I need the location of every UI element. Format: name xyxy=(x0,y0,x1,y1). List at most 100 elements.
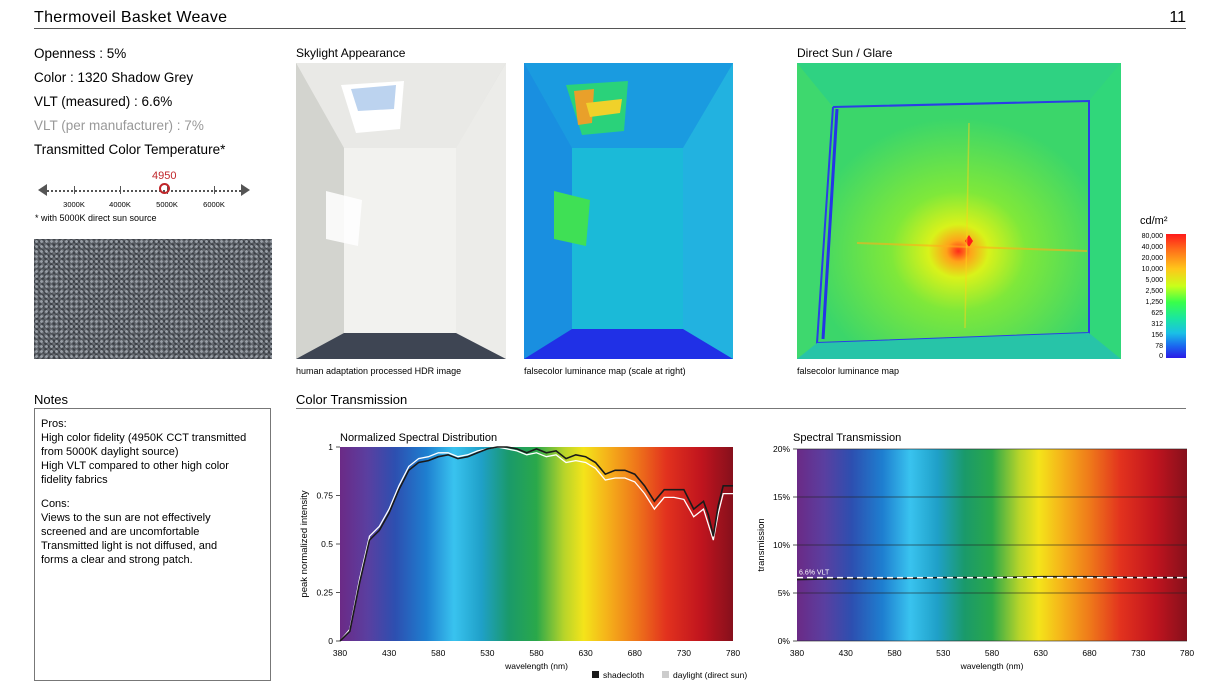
cct-title: Transmitted Color Temperature* xyxy=(34,142,226,157)
spectrum-background xyxy=(340,447,733,641)
hdr-image-caption: human adaptation processed HDR image xyxy=(296,366,462,376)
x-tick-label: 580 xyxy=(887,648,901,658)
cct-tick-label: 5000K xyxy=(156,200,178,209)
y-tick-label: 15% xyxy=(773,492,790,502)
color-transmission-title: Color Transmission xyxy=(296,392,408,407)
legend-swatch xyxy=(592,671,599,678)
legend-label: daylight (direct sun) xyxy=(673,670,747,680)
luminance-label: 2,500 xyxy=(1145,288,1163,295)
luminance-label: 625 xyxy=(1151,310,1163,317)
x-tick-label: 780 xyxy=(726,648,740,658)
x-tick-label: 380 xyxy=(790,648,804,658)
y-tick-label: 5% xyxy=(778,588,791,598)
legend-label: shadecloth xyxy=(603,670,644,680)
chart-title: Spectral Transmission xyxy=(793,432,901,444)
cct-footnote: * with 5000K direct sun source xyxy=(35,213,157,223)
cct-tick xyxy=(120,186,121,194)
notes-box: Pros: High color fidelity (4950K CCT tra… xyxy=(34,408,271,681)
luminance-unit: cd/m² xyxy=(1140,215,1168,227)
y-axis-label: transmission xyxy=(756,518,767,571)
y-tick-label: 1 xyxy=(328,442,333,452)
series-line xyxy=(339,446,733,642)
x-tick-label: 380 xyxy=(333,648,347,658)
fabric-swatch-image xyxy=(34,239,272,359)
luminance-label: 156 xyxy=(1151,332,1163,339)
x-tick-label: 680 xyxy=(1082,648,1096,658)
luminance-label: 20,000 xyxy=(1141,255,1163,262)
page-title: Thermoveil Basket Weave xyxy=(34,9,228,26)
falsecolor-directsun-caption: falsecolor luminance map xyxy=(797,366,900,376)
header-divider xyxy=(34,28,1186,29)
cct-marker-icon xyxy=(159,183,170,194)
series-line xyxy=(339,446,733,642)
vlt-measured-text: VLT (measured) : 6.6% xyxy=(34,94,173,109)
y-tick-label: 0 xyxy=(328,636,333,646)
vlt-manufacturer-text: VLT (per manufacturer) : 7% xyxy=(34,118,204,133)
chart-title: Normalized Spectral Distribution xyxy=(340,432,497,444)
cons-line: forms a clear and strong patch. xyxy=(41,554,193,566)
x-tick-label: 430 xyxy=(839,648,853,658)
x-axis-label: wavelength (nm) xyxy=(960,661,1024,671)
skylight-title: Skylight Appearance xyxy=(296,46,406,60)
x-tick-label: 730 xyxy=(1131,648,1145,658)
falsecolor-skylight-caption: falsecolor luminance map (scale at right… xyxy=(524,366,686,376)
falsecolor-directsun-image xyxy=(797,63,1121,359)
x-tick-label: 530 xyxy=(480,648,494,658)
x-tick-label: 780 xyxy=(1180,648,1194,658)
directsun-title: Direct Sun / Glare xyxy=(797,46,893,60)
cct-tick xyxy=(74,186,75,194)
luminance-label: 40,000 xyxy=(1141,244,1163,251)
openness-text: Openness : 5% xyxy=(34,46,127,61)
page-number: 11 xyxy=(1169,9,1186,26)
luminance-label: 80,000 xyxy=(1141,233,1163,240)
x-tick-label: 680 xyxy=(628,648,642,658)
y-tick-label: 0.5 xyxy=(321,539,333,549)
notes-title: Notes xyxy=(34,392,68,407)
y-axis-label: peak normalized intensity xyxy=(299,490,310,597)
falsecolor-skylight-image xyxy=(524,63,733,359)
x-tick-label: 580 xyxy=(985,648,999,658)
luminance-label: 312 xyxy=(1151,321,1163,328)
cct-tick-label: 4000K xyxy=(109,200,131,209)
x-tick-label: 530 xyxy=(936,648,950,658)
pros-line: High VLT compared to other high color xyxy=(41,460,229,472)
arrow-left-icon xyxy=(38,184,47,196)
luminance-label: 78 xyxy=(1155,343,1163,350)
cct-marker-value: 4950 xyxy=(152,170,177,182)
pros-line: from 5000K daylight source) xyxy=(41,446,179,458)
legend-swatch xyxy=(662,671,669,678)
luminance-label: 10,000 xyxy=(1141,266,1163,273)
y-tick-label: 0.25 xyxy=(316,588,333,598)
y-tick-label: 0% xyxy=(778,636,791,646)
cons-line: Views to the sun are not effectively xyxy=(41,512,211,524)
x-tick-label: 730 xyxy=(677,648,691,658)
cons-label: Cons: xyxy=(41,498,70,510)
pros-label: Pros: xyxy=(41,418,67,430)
cons-line: Transmitted light is not diffused, and xyxy=(41,540,218,552)
y-tick-label: 10% xyxy=(773,540,790,550)
color-text: Color : 1320 Shadow Grey xyxy=(34,70,194,85)
cct-tick-label: 3000K xyxy=(63,200,85,209)
luminance-label: 5,000 xyxy=(1145,277,1163,284)
y-tick-label: 0.75 xyxy=(316,491,333,501)
y-tick-label: 20% xyxy=(773,444,790,454)
reference-line-label: 6.6% VLT xyxy=(799,570,830,577)
arrow-right-icon xyxy=(241,184,250,196)
hdr-room-image xyxy=(296,63,506,359)
cct-scale-line xyxy=(44,190,244,192)
x-axis-label: wavelength (nm) xyxy=(504,661,568,671)
pros-line: fidelity fabrics xyxy=(41,474,108,486)
x-tick-label: 630 xyxy=(579,648,593,658)
cct-tick xyxy=(214,186,215,194)
x-tick-label: 580 xyxy=(431,648,445,658)
luminance-label: 1,250 xyxy=(1145,299,1163,306)
luminance-label: 0 xyxy=(1159,353,1163,360)
luminance-color-scale xyxy=(1166,234,1186,358)
color-transmission-divider xyxy=(296,408,1186,409)
x-tick-label: 430 xyxy=(382,648,396,658)
x-tick-label: 630 xyxy=(1034,648,1048,658)
cons-line: screened and are uncomfortable xyxy=(41,526,200,538)
x-tick-label: 580 xyxy=(529,648,543,658)
pros-line: High color fidelity (4950K CCT transmitt… xyxy=(41,432,247,444)
